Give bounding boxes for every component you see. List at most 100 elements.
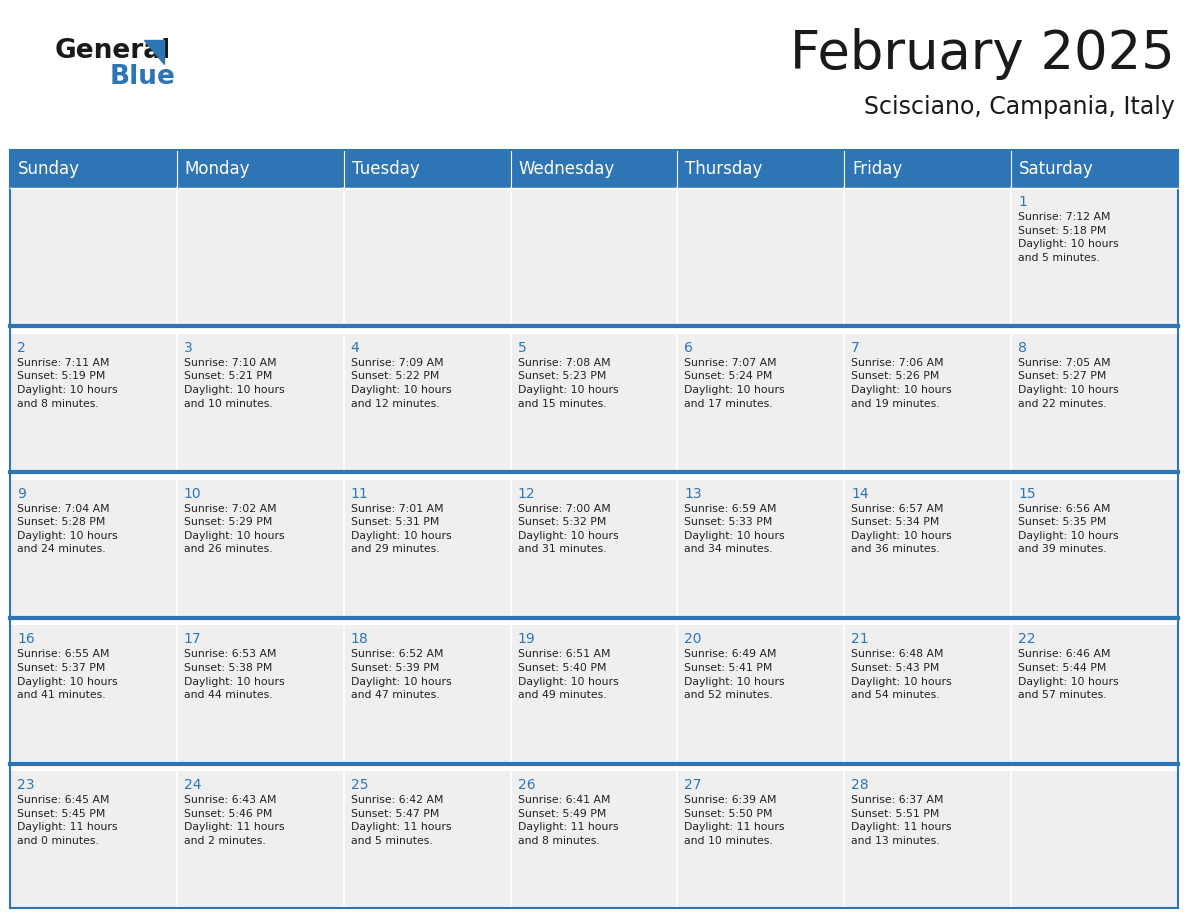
Text: Sunrise: 6:59 AM
Sunset: 5:33 PM
Daylight: 10 hours
and 34 minutes.: Sunrise: 6:59 AM Sunset: 5:33 PM Dayligh… xyxy=(684,504,785,554)
Bar xyxy=(511,150,677,188)
Bar xyxy=(845,625,1011,762)
Text: Sunrise: 6:39 AM
Sunset: 5:50 PM
Daylight: 11 hours
and 10 minutes.: Sunrise: 6:39 AM Sunset: 5:50 PM Dayligh… xyxy=(684,795,785,846)
Bar xyxy=(511,771,677,908)
Text: 6: 6 xyxy=(684,341,694,354)
Text: Sunrise: 6:52 AM
Sunset: 5:39 PM
Daylight: 10 hours
and 47 minutes.: Sunrise: 6:52 AM Sunset: 5:39 PM Dayligh… xyxy=(350,649,451,700)
Bar xyxy=(343,150,511,188)
Text: 15: 15 xyxy=(1018,487,1036,500)
Text: 12: 12 xyxy=(518,487,536,500)
Text: Sunrise: 7:11 AM
Sunset: 5:19 PM
Daylight: 10 hours
and 8 minutes.: Sunrise: 7:11 AM Sunset: 5:19 PM Dayligh… xyxy=(17,358,118,409)
Bar xyxy=(1011,625,1178,762)
Text: Sunrise: 6:37 AM
Sunset: 5:51 PM
Daylight: 11 hours
and 13 minutes.: Sunrise: 6:37 AM Sunset: 5:51 PM Dayligh… xyxy=(852,795,952,846)
Bar xyxy=(677,334,845,471)
Text: 13: 13 xyxy=(684,487,702,500)
Text: 22: 22 xyxy=(1018,633,1036,646)
Text: Thursday: Thursday xyxy=(685,160,763,178)
Text: Saturday: Saturday xyxy=(1019,160,1094,178)
Text: Sunrise: 6:53 AM
Sunset: 5:38 PM
Daylight: 10 hours
and 44 minutes.: Sunrise: 6:53 AM Sunset: 5:38 PM Dayligh… xyxy=(184,649,284,700)
Bar xyxy=(177,188,343,325)
Bar xyxy=(845,150,1011,188)
Bar xyxy=(177,334,343,471)
Text: Sunrise: 7:06 AM
Sunset: 5:26 PM
Daylight: 10 hours
and 19 minutes.: Sunrise: 7:06 AM Sunset: 5:26 PM Dayligh… xyxy=(852,358,952,409)
Text: Sunrise: 6:56 AM
Sunset: 5:35 PM
Daylight: 10 hours
and 39 minutes.: Sunrise: 6:56 AM Sunset: 5:35 PM Dayligh… xyxy=(1018,504,1119,554)
Text: Sunrise: 6:57 AM
Sunset: 5:34 PM
Daylight: 10 hours
and 36 minutes.: Sunrise: 6:57 AM Sunset: 5:34 PM Dayligh… xyxy=(852,504,952,554)
Text: Sunrise: 6:49 AM
Sunset: 5:41 PM
Daylight: 10 hours
and 52 minutes.: Sunrise: 6:49 AM Sunset: 5:41 PM Dayligh… xyxy=(684,649,785,700)
Bar xyxy=(511,334,677,471)
Text: 18: 18 xyxy=(350,633,368,646)
Bar xyxy=(343,479,511,616)
Text: 28: 28 xyxy=(852,778,868,792)
Text: 2: 2 xyxy=(17,341,26,354)
Bar xyxy=(10,479,177,616)
Text: Sunrise: 6:51 AM
Sunset: 5:40 PM
Daylight: 10 hours
and 49 minutes.: Sunrise: 6:51 AM Sunset: 5:40 PM Dayligh… xyxy=(518,649,618,700)
Text: 16: 16 xyxy=(17,633,34,646)
Bar xyxy=(343,771,511,908)
Bar xyxy=(10,150,177,188)
Bar xyxy=(177,479,343,616)
Text: 8: 8 xyxy=(1018,341,1026,354)
Text: 27: 27 xyxy=(684,778,702,792)
Text: Sunrise: 6:46 AM
Sunset: 5:44 PM
Daylight: 10 hours
and 57 minutes.: Sunrise: 6:46 AM Sunset: 5:44 PM Dayligh… xyxy=(1018,649,1119,700)
Text: Sunrise: 7:10 AM
Sunset: 5:21 PM
Daylight: 10 hours
and 10 minutes.: Sunrise: 7:10 AM Sunset: 5:21 PM Dayligh… xyxy=(184,358,284,409)
Bar xyxy=(845,771,1011,908)
Text: Sunrise: 7:01 AM
Sunset: 5:31 PM
Daylight: 10 hours
and 29 minutes.: Sunrise: 7:01 AM Sunset: 5:31 PM Dayligh… xyxy=(350,504,451,554)
Bar xyxy=(177,625,343,762)
Text: 10: 10 xyxy=(184,487,202,500)
Bar xyxy=(10,771,177,908)
Text: Sunrise: 6:41 AM
Sunset: 5:49 PM
Daylight: 11 hours
and 8 minutes.: Sunrise: 6:41 AM Sunset: 5:49 PM Dayligh… xyxy=(518,795,618,846)
Text: Sunrise: 7:07 AM
Sunset: 5:24 PM
Daylight: 10 hours
and 17 minutes.: Sunrise: 7:07 AM Sunset: 5:24 PM Dayligh… xyxy=(684,358,785,409)
Text: Scisciano, Campania, Italy: Scisciano, Campania, Italy xyxy=(864,95,1175,119)
Text: Sunrise: 6:45 AM
Sunset: 5:45 PM
Daylight: 11 hours
and 0 minutes.: Sunrise: 6:45 AM Sunset: 5:45 PM Dayligh… xyxy=(17,795,118,846)
Bar xyxy=(677,479,845,616)
Bar xyxy=(1011,150,1178,188)
Text: Sunrise: 7:08 AM
Sunset: 5:23 PM
Daylight: 10 hours
and 15 minutes.: Sunrise: 7:08 AM Sunset: 5:23 PM Dayligh… xyxy=(518,358,618,409)
Bar xyxy=(10,188,177,325)
Text: 3: 3 xyxy=(184,341,192,354)
Text: 19: 19 xyxy=(518,633,536,646)
Bar xyxy=(845,479,1011,616)
Bar xyxy=(845,188,1011,325)
Bar xyxy=(1011,334,1178,471)
Text: 1: 1 xyxy=(1018,195,1026,209)
Bar xyxy=(177,771,343,908)
Bar xyxy=(1011,771,1178,908)
Text: 11: 11 xyxy=(350,487,368,500)
Bar xyxy=(343,188,511,325)
Text: 14: 14 xyxy=(852,487,868,500)
Bar xyxy=(511,188,677,325)
Text: Monday: Monday xyxy=(185,160,251,178)
Text: 5: 5 xyxy=(518,341,526,354)
Text: Sunrise: 6:42 AM
Sunset: 5:47 PM
Daylight: 11 hours
and 5 minutes.: Sunrise: 6:42 AM Sunset: 5:47 PM Dayligh… xyxy=(350,795,451,846)
Bar xyxy=(10,625,177,762)
Text: 7: 7 xyxy=(852,341,860,354)
Bar xyxy=(1011,479,1178,616)
Text: 26: 26 xyxy=(518,778,536,792)
Text: Sunrise: 7:04 AM
Sunset: 5:28 PM
Daylight: 10 hours
and 24 minutes.: Sunrise: 7:04 AM Sunset: 5:28 PM Dayligh… xyxy=(17,504,118,554)
Bar xyxy=(677,771,845,908)
Text: Blue: Blue xyxy=(110,64,176,90)
Bar xyxy=(677,625,845,762)
Text: Sunrise: 7:05 AM
Sunset: 5:27 PM
Daylight: 10 hours
and 22 minutes.: Sunrise: 7:05 AM Sunset: 5:27 PM Dayligh… xyxy=(1018,358,1119,409)
Text: 9: 9 xyxy=(17,487,26,500)
Text: Sunrise: 6:55 AM
Sunset: 5:37 PM
Daylight: 10 hours
and 41 minutes.: Sunrise: 6:55 AM Sunset: 5:37 PM Dayligh… xyxy=(17,649,118,700)
Bar xyxy=(1011,188,1178,325)
Bar xyxy=(343,625,511,762)
Polygon shape xyxy=(144,40,164,64)
Text: Sunday: Sunday xyxy=(18,160,80,178)
Text: Sunrise: 7:00 AM
Sunset: 5:32 PM
Daylight: 10 hours
and 31 minutes.: Sunrise: 7:00 AM Sunset: 5:32 PM Dayligh… xyxy=(518,504,618,554)
Bar xyxy=(677,150,845,188)
Text: 24: 24 xyxy=(184,778,201,792)
Text: 21: 21 xyxy=(852,633,868,646)
Text: Friday: Friday xyxy=(852,160,903,178)
Bar xyxy=(343,334,511,471)
Bar xyxy=(177,150,343,188)
Text: 20: 20 xyxy=(684,633,702,646)
Text: 25: 25 xyxy=(350,778,368,792)
Text: February 2025: February 2025 xyxy=(790,28,1175,80)
Text: 4: 4 xyxy=(350,341,360,354)
Text: 17: 17 xyxy=(184,633,202,646)
Text: Tuesday: Tuesday xyxy=(352,160,419,178)
Text: Sunrise: 6:48 AM
Sunset: 5:43 PM
Daylight: 10 hours
and 54 minutes.: Sunrise: 6:48 AM Sunset: 5:43 PM Dayligh… xyxy=(852,649,952,700)
Text: Wednesday: Wednesday xyxy=(519,160,615,178)
Bar xyxy=(511,625,677,762)
